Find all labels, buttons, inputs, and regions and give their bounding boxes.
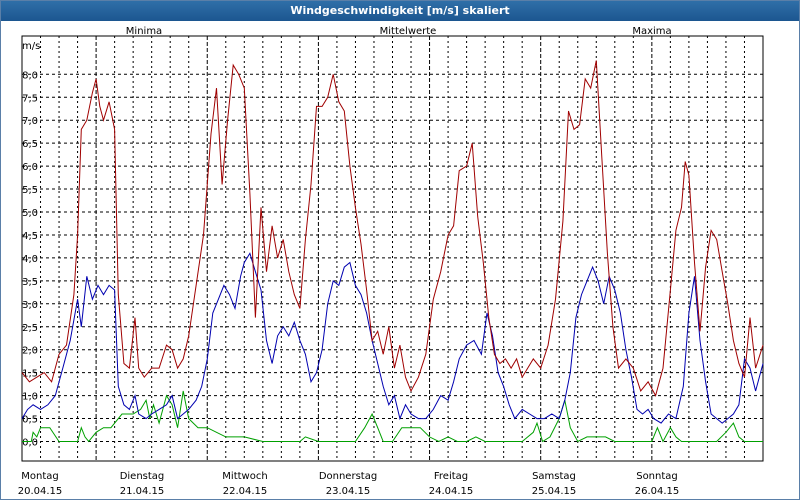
y-tick-label: 5,0 <box>22 208 38 219</box>
y-tick-label: 7,5 <box>22 93 38 104</box>
y-tick-label: 4,0 <box>22 254 38 265</box>
y-tick-label: 2,5 <box>22 323 38 334</box>
series-line-minima <box>22 390 763 443</box>
series-lines <box>21 60 764 443</box>
grid <box>22 36 763 461</box>
x-label-date: 24.04.15 <box>429 486 474 497</box>
x-label-date: 25.04.15 <box>532 486 577 497</box>
series-line-mittelwerte <box>21 252 764 424</box>
x-label-weekday: Mittwoch <box>222 471 267 482</box>
x-label-date: 21.04.15 <box>120 486 165 497</box>
y-axis-unit: m/s <box>22 41 40 52</box>
x-label-date: 20.04.15 <box>18 486 63 497</box>
legend-mittelwerte: Mittelwerte <box>380 26 437 37</box>
x-label-date: 26.04.15 <box>635 486 680 497</box>
x-label-weekday: Donnerstag <box>319 471 377 482</box>
y-tick-label: 3,5 <box>22 277 38 288</box>
y-tick-label: 1,0 <box>22 392 38 403</box>
y-tick-label: 8,0 <box>22 70 38 81</box>
legend-minima: Minima <box>126 26 162 37</box>
x-label-date: 22.04.15 <box>223 486 268 497</box>
window-title: Windgeschwindigkeit [m/s] skaliert <box>1 1 799 21</box>
y-tick-label: 6,0 <box>22 162 38 173</box>
y-tick-label: 4,5 <box>22 231 38 242</box>
x-label-date: 23.04.15 <box>326 486 371 497</box>
y-tick-label: 0,5 <box>22 415 38 426</box>
y-tick-label: 2,0 <box>22 346 38 357</box>
legend-maxima: Maxima <box>632 26 671 37</box>
y-tick-label: 0,0 <box>22 438 38 449</box>
x-labels: Montag 20.04.15 Dienstag 21.04.15 Mittwoch 22… <box>18 471 680 497</box>
y-tick-label: 3,0 <box>22 300 38 311</box>
x-label-weekday: Montag <box>21 471 58 482</box>
y-tick-label: 7,0 <box>22 116 38 127</box>
y-tick-label: 5,5 <box>22 185 38 196</box>
x-label-weekday: Dienstag <box>120 471 165 482</box>
x-label-weekday: Sonntag <box>636 471 678 482</box>
y-tick-label: 6,5 <box>22 139 38 150</box>
y-ticks: 0,0 0,5 1,0 1,5 2,0 2,5 3,0 3,5 4,0 4,5 5,0 5,5 6,0 6… <box>22 70 38 448</box>
y-tick-label: 1,5 <box>22 369 38 380</box>
x-label-weekday: Freitag <box>434 471 468 482</box>
series-line-maxima <box>21 60 764 397</box>
x-label-weekday: Samstag <box>532 471 576 482</box>
